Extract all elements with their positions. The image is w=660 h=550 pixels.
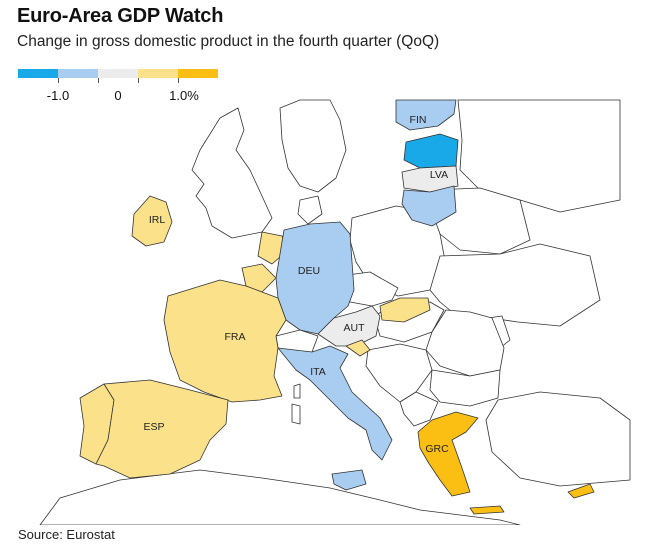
legend-swatch-2 (58, 69, 98, 78)
country-svk (379, 297, 431, 323)
country-bel (241, 263, 277, 293)
legend-label-min: -1.0 (46, 88, 70, 103)
country-north-africa (39, 469, 521, 525)
country-aut (317, 305, 381, 347)
country-turkey (485, 391, 631, 487)
legend-swatch-1 (18, 69, 58, 78)
chart-title: Euro-Area GDP Watch (17, 5, 224, 27)
legend-swatch-5 (178, 69, 218, 78)
country-labels: FIN LVA IRL DEU FRA ESP AUT ITA GRC (143, 114, 449, 455)
country-corsica (293, 383, 301, 399)
country-gbr (191, 107, 273, 239)
country-ita (277, 345, 393, 461)
country-svn (345, 339, 371, 357)
label-grc: GRC (425, 443, 449, 455)
legend-swatch-4 (138, 69, 178, 78)
legend-label-max: 1.0% (169, 88, 199, 103)
label-irl: IRL (149, 214, 166, 226)
label-fin: FIN (410, 114, 427, 126)
country-bulgaria (429, 369, 501, 407)
label-fra: FRA (225, 331, 246, 343)
country-irl (131, 195, 173, 247)
country-balkans-west (365, 343, 433, 403)
label-esp: ESP (143, 421, 164, 433)
country-grc (417, 411, 479, 497)
source-note: Source: Eurostat (18, 527, 115, 542)
legend-label-zero: 0 (114, 88, 122, 103)
europe-map: FIN LVA IRL DEU FRA ESP AUT ITA GRC (39, 99, 631, 525)
legend-labels: -1.0 0 1.0% (18, 88, 218, 104)
label-ita: ITA (310, 366, 326, 378)
legend-tick (178, 78, 179, 83)
country-ita-sicily (331, 469, 367, 491)
label-deu: DEU (298, 265, 320, 277)
label-aut: AUT (344, 322, 366, 334)
country-sardinia (291, 403, 301, 425)
background-countries (39, 99, 631, 525)
country-denmark (297, 195, 323, 225)
country-romania (425, 309, 505, 377)
country-grc-crete (469, 505, 505, 515)
legend-tick (98, 78, 99, 83)
legend-tick (58, 78, 59, 83)
country-albania-mk (399, 391, 439, 427)
legend-color-bar (18, 69, 218, 78)
label-lva: LVA (430, 169, 448, 181)
color-legend: -1.0 0 1.0% (18, 69, 218, 104)
legend-ticks (18, 78, 218, 88)
chart-subtitle: Change in gross domestic product in the … (17, 33, 440, 50)
country-ltu (401, 185, 457, 227)
legend-tick (138, 78, 139, 83)
country-cyp (567, 483, 595, 499)
country-est (403, 133, 459, 169)
country-nordics-west (279, 99, 347, 193)
country-czechia (339, 271, 399, 307)
country-lva (401, 165, 459, 193)
euro-area-countries (79, 99, 595, 515)
country-esp (95, 379, 229, 479)
legend-swatch-3 (98, 69, 138, 78)
country-ukraine (429, 243, 601, 327)
country-fra (163, 279, 287, 403)
country-fin (395, 99, 457, 131)
